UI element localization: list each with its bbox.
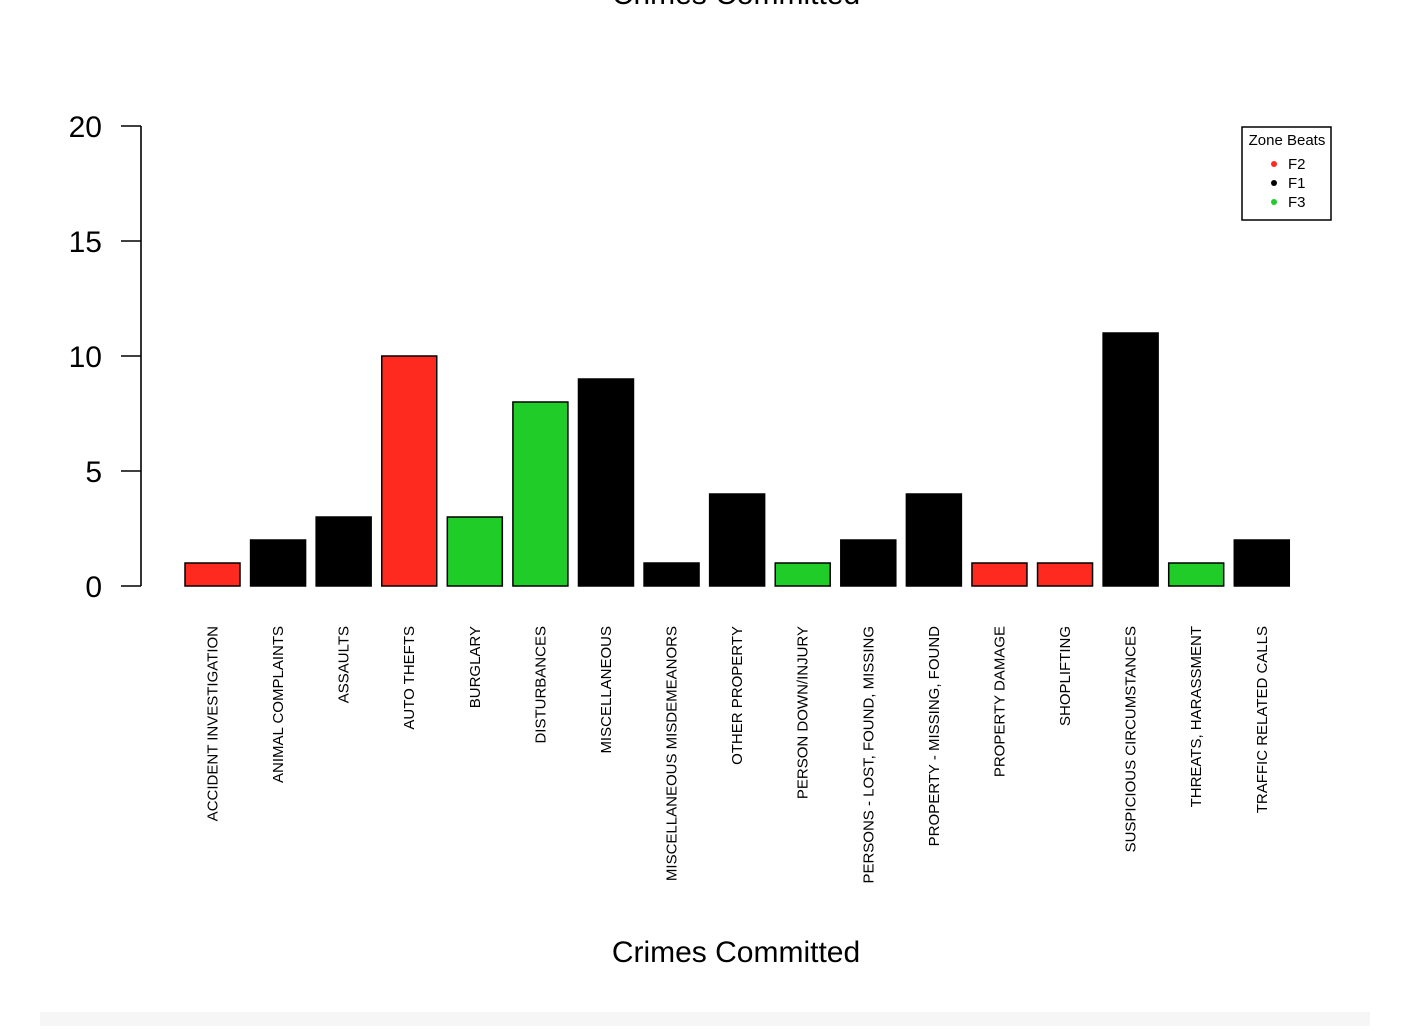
x-tick-label: PERSON DOWN/INJURY bbox=[795, 626, 812, 799]
bar bbox=[1167, 562, 1225, 587]
legend: Zone Beats F2 F1 F3 bbox=[1241, 126, 1332, 221]
legend-label: F1 bbox=[1288, 175, 1306, 192]
legend-swatch bbox=[1271, 180, 1277, 186]
chart-title: Crimes Committed bbox=[612, 0, 860, 11]
legend-box bbox=[1241, 126, 1332, 221]
x-tick-label: THREATS, HARASSMENT bbox=[1188, 626, 1205, 807]
bar bbox=[774, 562, 831, 587]
x-axis-title: Crimes Committed bbox=[612, 936, 860, 969]
y-tick-label: 15 bbox=[69, 226, 102, 259]
x-tick-label: PROPERTY - MISSING, FOUND bbox=[926, 626, 943, 846]
x-tick-labels: ACCIDENT INVESTIGATION ANIMAL COMPLAINTS A… bbox=[205, 626, 1271, 884]
y-tick-label: 0 bbox=[85, 571, 102, 604]
bar bbox=[512, 401, 569, 587]
bar bbox=[315, 516, 372, 587]
bar bbox=[1102, 332, 1159, 587]
legend-swatch bbox=[1271, 161, 1277, 167]
x-tick-label: SHOPLIFTING bbox=[1057, 626, 1074, 726]
bar bbox=[1233, 539, 1291, 587]
x-tick-label: ANIMAL COMPLAINTS bbox=[270, 626, 287, 783]
x-tick-label: PROPERTY DAMAGE bbox=[991, 626, 1008, 777]
legend-label: F3 bbox=[1288, 194, 1306, 211]
x-tick-label: MISCELLANEOUS bbox=[598, 626, 615, 754]
bar bbox=[577, 378, 635, 587]
bar bbox=[184, 562, 241, 587]
bottom-strip bbox=[40, 1012, 1370, 1026]
legend-label: F2 bbox=[1288, 156, 1306, 173]
bar bbox=[446, 516, 504, 587]
bar bbox=[249, 539, 307, 587]
bar bbox=[840, 539, 897, 587]
bar bbox=[1036, 562, 1094, 587]
legend-swatch bbox=[1271, 199, 1277, 205]
x-tick-label: DISTURBANCES bbox=[532, 626, 549, 744]
x-tick-label: PERSONS - LOST, FOUND, MISSING bbox=[860, 626, 877, 884]
bar bbox=[971, 562, 1028, 587]
bars-group bbox=[184, 332, 1291, 587]
x-tick-label: BURGLARY bbox=[467, 626, 484, 708]
bar bbox=[380, 355, 438, 587]
bar bbox=[905, 493, 963, 587]
x-tick-label: TRAFFIC RELATED CALLS bbox=[1254, 626, 1271, 813]
x-tick-label: ACCIDENT INVESTIGATION bbox=[205, 626, 222, 821]
y-tick-label: 20 bbox=[69, 111, 102, 144]
x-tick-label: ASSAULTS bbox=[336, 626, 353, 703]
bar bbox=[643, 562, 700, 587]
y-axis: 0 5 10 15 20 bbox=[69, 111, 142, 604]
x-tick-label: MISCELLANEOUS MISDEMEANORS bbox=[664, 626, 681, 881]
x-tick-label: SUSPICIOUS CIRCUMSTANCES bbox=[1123, 626, 1140, 852]
y-tick-label: 10 bbox=[69, 341, 102, 374]
x-tick-label: AUTO THEFTS bbox=[401, 626, 418, 730]
x-tick-label: OTHER PROPERTY bbox=[729, 626, 746, 765]
y-tick-label: 5 bbox=[85, 456, 102, 489]
bar bbox=[708, 493, 766, 587]
legend-title: Zone Beats bbox=[1249, 132, 1326, 149]
